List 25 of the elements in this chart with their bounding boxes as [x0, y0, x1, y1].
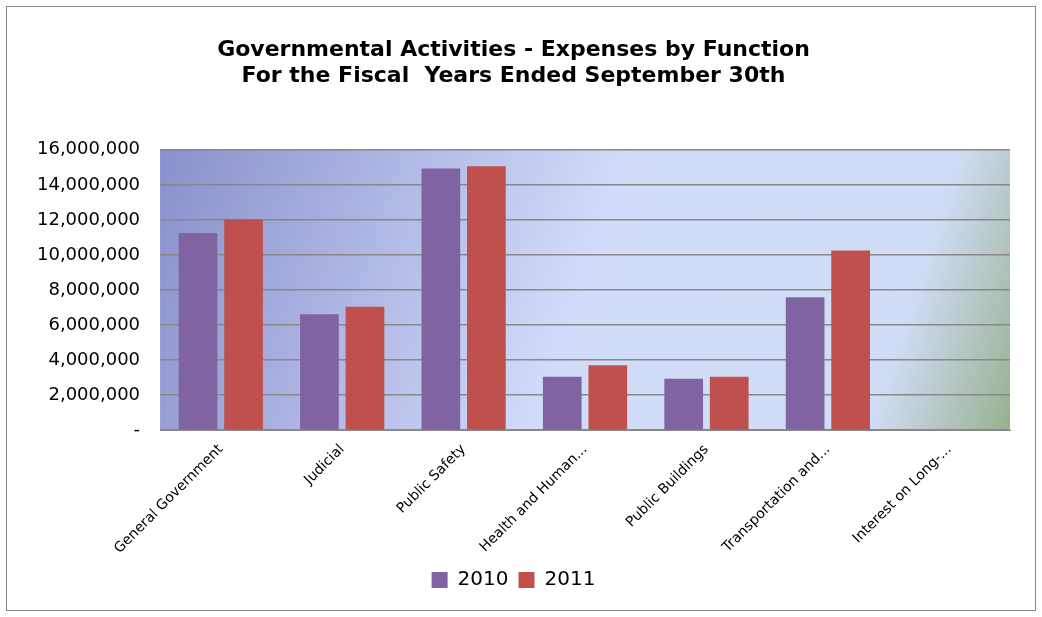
- y-tick-label: -: [133, 417, 141, 439]
- y-tick-label: 10,000,000: [37, 242, 141, 264]
- bar: [421, 168, 461, 430]
- bar: [664, 378, 704, 430]
- text: Governmental Activities - Expenses by Function: [217, 35, 810, 61]
- y-tick-label: 2,000,000: [48, 382, 141, 404]
- bar: [785, 297, 825, 430]
- legend-label: 2010: [457, 566, 509, 591]
- y-tick-label: 12,000,000: [37, 207, 141, 229]
- bar: [345, 306, 385, 430]
- y-tick-label: 4,000,000: [48, 347, 141, 369]
- y-tick-label: 6,000,000: [48, 312, 141, 334]
- legend-label: 2011: [544, 566, 596, 591]
- text: For the Fiscal Years Ended September 30th: [241, 62, 786, 88]
- bar: [178, 232, 218, 430]
- bar: [831, 250, 870, 430]
- y-tick-label: 8,000,000: [48, 277, 141, 299]
- y-tick-label: 14,000,000: [37, 172, 141, 194]
- bar: [709, 376, 749, 430]
- bar: [300, 314, 339, 430]
- y-tick-label: 16,000,000: [37, 137, 141, 159]
- bar: [467, 166, 506, 430]
- bar: [588, 365, 628, 430]
- bar: [224, 219, 263, 430]
- bar: [542, 376, 582, 430]
